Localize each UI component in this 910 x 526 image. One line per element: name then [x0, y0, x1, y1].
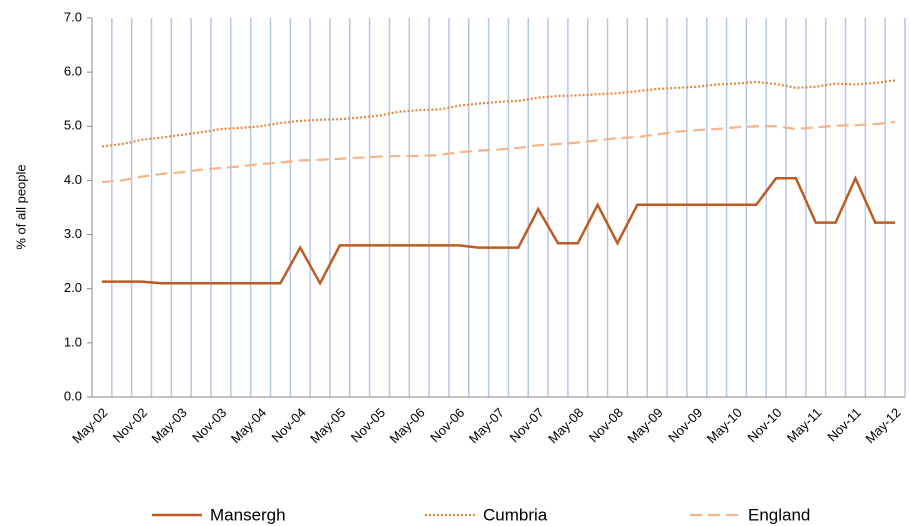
x-tick-label: Nov-04: [269, 405, 309, 445]
y-tick-label: 2.0: [64, 280, 82, 295]
line-series: [101, 120, 896, 184]
legend-label: Cumbria: [483, 505, 548, 524]
x-tick-label: May-10: [704, 405, 745, 446]
y-axis-label: % of all people: [13, 164, 28, 249]
x-tick-label: May-12: [862, 405, 903, 446]
x-tick-label: Nov-11: [824, 405, 864, 445]
x-tick-label: Nov-07: [506, 405, 546, 445]
legend-label: England: [748, 505, 810, 524]
x-tick-label: May-02: [69, 405, 110, 446]
y-tick-label: 1.0: [64, 334, 82, 349]
x-tick-label: May-07: [466, 405, 507, 446]
x-tick-label: May-05: [307, 405, 348, 446]
y-tick-label: 6.0: [64, 64, 82, 79]
x-tick-label: May-09: [624, 405, 665, 446]
x-tick-label: May-11: [784, 405, 825, 446]
y-tick-label: 4.0: [64, 172, 82, 187]
y-tick-label: 3.0: [64, 226, 82, 241]
y-tick-label: 5.0: [64, 118, 82, 133]
x-tick-label: Nov-10: [744, 405, 784, 445]
x-tick-label: Nov-06: [427, 405, 467, 445]
line-series: [101, 175, 896, 286]
y-tick-label: 0.0: [64, 388, 82, 403]
legend-label: Mansergh: [210, 505, 286, 524]
x-tick-label: Nov-08: [586, 405, 626, 445]
line-series: [101, 79, 896, 148]
x-tick-label: May-08: [545, 405, 586, 446]
x-tick-label: May-04: [228, 405, 269, 446]
x-tick-label: May-06: [386, 405, 427, 446]
x-tick-label: Nov-02: [110, 405, 150, 445]
y-tick-label: 7.0: [64, 9, 82, 24]
x-tick-label: Nov-05: [348, 405, 388, 445]
x-tick-label: Nov-03: [189, 405, 229, 445]
x-tick-label: May-03: [149, 405, 190, 446]
x-tick-label: Nov-09: [665, 405, 705, 445]
